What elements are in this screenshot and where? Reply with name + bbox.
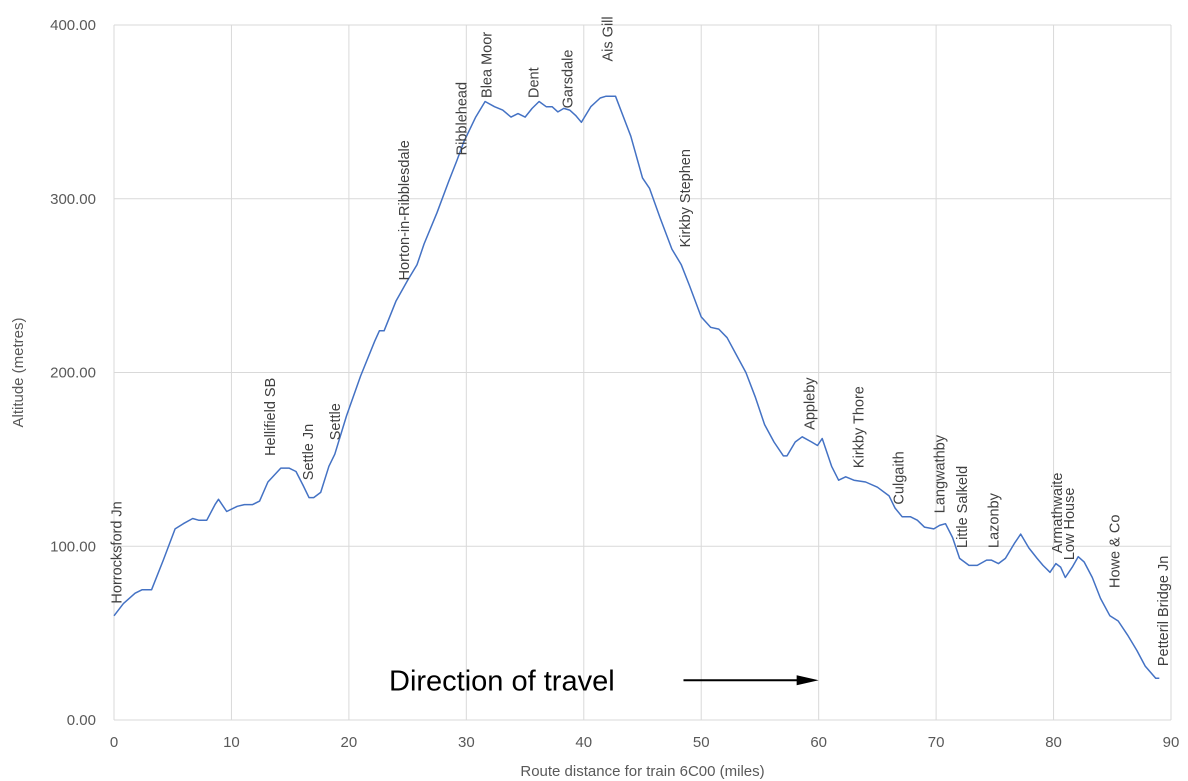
y-axis-title: Altitude (metres) — [10, 317, 27, 427]
station-label: Appleby — [802, 377, 818, 430]
x-axis-title: Route distance for train 6C00 (miles) — [520, 763, 764, 780]
station-label: Culgaith — [892, 451, 908, 504]
x-tick-label: 40 — [575, 734, 592, 751]
station-labels: Horrocksford Jn Hellifield SB Settle Jn Set… — [109, 16, 1171, 666]
x-tick-label: 30 — [458, 734, 475, 751]
station-label: Petteril Bridge Jn — [1156, 556, 1172, 666]
station-label: Kirkby Thore — [852, 386, 868, 468]
direction-arrow-head — [796, 675, 819, 686]
direction-of-travel-label: Direction of travel — [389, 665, 615, 697]
x-tick-label: 90 — [1163, 734, 1180, 751]
station-label: Ribblehead — [455, 82, 471, 155]
station-label: Langwathby — [933, 434, 949, 513]
station-label: Armathwaite — [1050, 473, 1066, 554]
station-label: Kirkby Stephen — [678, 149, 694, 247]
station-label: Hellifield SB — [263, 378, 279, 456]
station-label: Little Salkeld — [955, 466, 971, 548]
y-tick-label: 400.00 — [50, 17, 96, 34]
station-label: Blea Moor — [479, 32, 495, 98]
direction-annotation: Direction of travel — [389, 665, 819, 697]
station-label: Howe & Co — [1108, 515, 1124, 588]
y-tick-labels: 0.00 100.00 200.00 300.00 400.00 — [50, 17, 96, 729]
x-tick-label: 0 — [110, 734, 118, 751]
x-tick-label: 60 — [810, 734, 827, 751]
station-label: Dent — [526, 67, 542, 98]
y-tick-label: 0.00 — [67, 712, 96, 729]
x-tick-label: 20 — [341, 734, 358, 751]
station-label: Low House — [1062, 488, 1078, 561]
gridlines — [113, 24, 1172, 721]
y-tick-label: 300.00 — [50, 191, 96, 208]
y-tick-label: 200.00 — [50, 365, 96, 382]
station-label: Lazonby — [987, 492, 1003, 548]
x-tick-label: 70 — [928, 734, 945, 751]
altitude-line — [113, 95, 1160, 680]
x-tick-label: 10 — [223, 734, 240, 751]
station-label: Horton-in-Ribblesdale — [397, 140, 413, 280]
x-tick-labels: 0 10 20 30 40 50 60 70 80 90 — [110, 734, 1180, 751]
x-tick-label: 50 — [693, 734, 710, 751]
station-label: Ais Gill — [600, 16, 616, 61]
station-label: Garsdale — [560, 50, 576, 109]
station-label: Settle — [328, 403, 344, 440]
y-tick-label: 100.00 — [50, 538, 96, 555]
station-label: Horrocksford Jn — [109, 501, 125, 603]
x-tick-label: 80 — [1045, 734, 1062, 751]
station-label: Settle Jn — [301, 424, 317, 480]
